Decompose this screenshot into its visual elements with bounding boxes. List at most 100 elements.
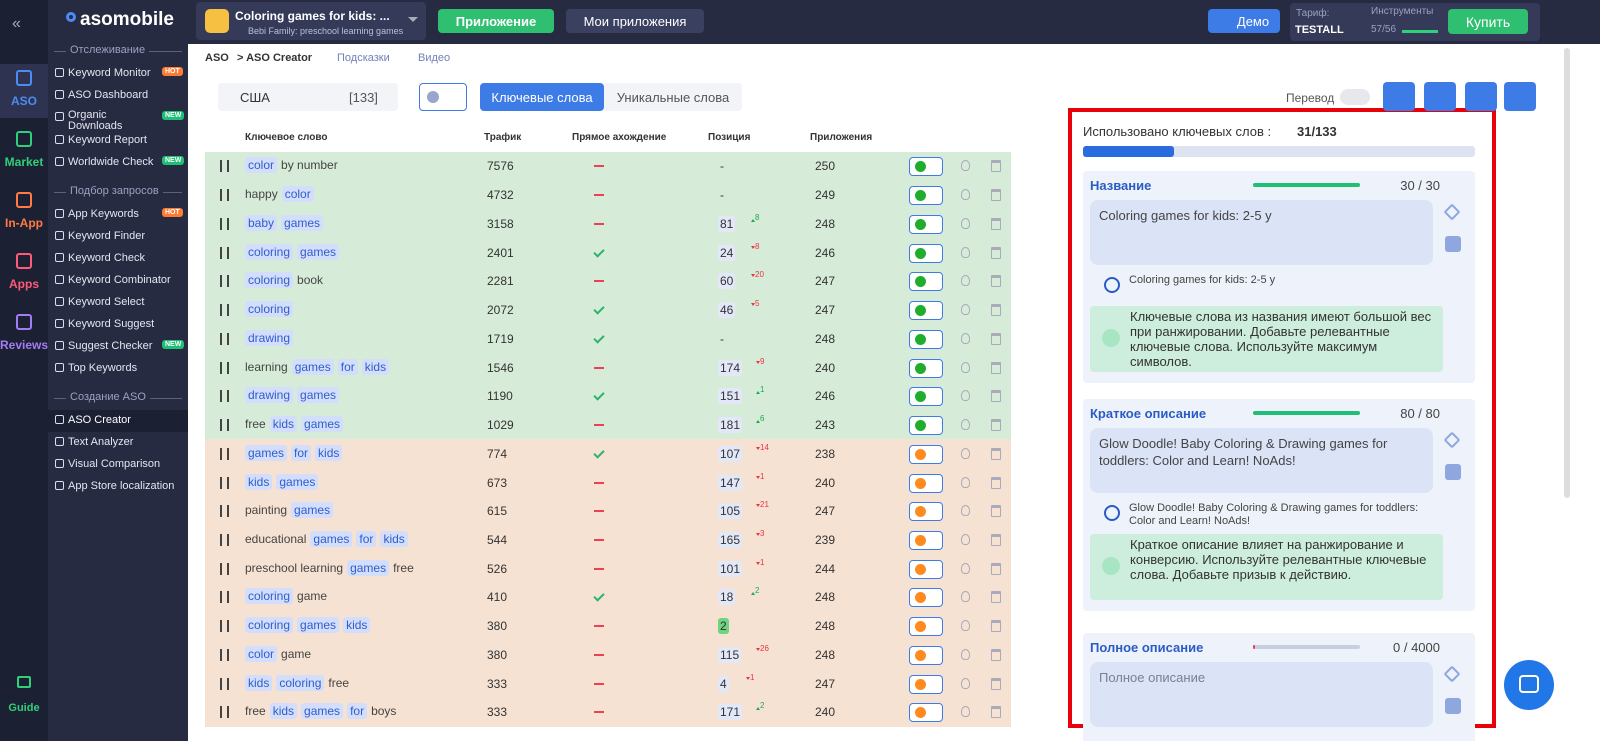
trash-icon[interactable] [991, 505, 1001, 518]
tool-button[interactable] [1465, 82, 1497, 111]
trash-icon[interactable] [991, 447, 1001, 460]
nav-item[interactable]: App Keywords [68, 208, 139, 220]
app-selector[interactable] [196, 2, 426, 40]
column-header[interactable]: Приложения [810, 132, 873, 143]
section-title: Название [1090, 178, 1152, 193]
match-dash [594, 165, 604, 168]
bulb-icon[interactable] [961, 332, 970, 344]
nav-item[interactable]: Keyword Suggest [68, 318, 155, 330]
nav-item[interactable]: ASO Creator [68, 414, 131, 426]
bulb-icon[interactable] [961, 217, 970, 229]
trash-icon[interactable] [991, 677, 1001, 690]
rail-label[interactable]: In-App [5, 216, 43, 230]
nav-item[interactable]: Visual Comparison [68, 458, 161, 470]
tool-button[interactable] [1383, 82, 1415, 111]
bulb-icon[interactable] [961, 648, 970, 660]
tool-button[interactable] [1504, 82, 1536, 111]
tab-active[interactable]: Ключевые слова [480, 83, 604, 111]
video-link[interactable]: Видео [418, 52, 451, 64]
trash-icon[interactable] [991, 361, 1001, 374]
trash-icon[interactable] [991, 533, 1001, 546]
dropdown-caret [408, 17, 418, 27]
column-header[interactable]: Ключевое слово [245, 132, 328, 143]
bulb-icon[interactable] [961, 390, 970, 402]
bulb-icon[interactable] [961, 275, 970, 287]
collapse-icon[interactable]: « [12, 15, 21, 32]
copy-icon[interactable] [1445, 698, 1461, 714]
bulb-icon[interactable] [961, 505, 970, 517]
trash-icon[interactable] [991, 419, 1001, 432]
keyword-word: kids [269, 416, 298, 433]
tab[interactable]: Уникальные слова [604, 83, 742, 111]
trash-icon[interactable] [991, 217, 1001, 230]
trash-icon[interactable] [991, 160, 1001, 173]
demo-button[interactable]: Демо [1208, 9, 1280, 33]
nav-item[interactable]: Keyword Finder [68, 230, 146, 242]
bulb-icon[interactable] [961, 304, 970, 316]
column-header[interactable]: Позиция [708, 132, 751, 143]
trash-icon[interactable] [991, 304, 1001, 317]
nav-item[interactable]: App Store localization [68, 480, 175, 492]
trash-icon[interactable] [991, 246, 1001, 259]
color-select[interactable] [419, 83, 467, 111]
copy-icon[interactable] [1445, 464, 1461, 480]
bulb-icon[interactable] [961, 160, 970, 172]
bulb-icon[interactable] [961, 620, 970, 632]
my-apps-button[interactable]: Мои приложения [566, 9, 704, 33]
nav-item[interactable]: Keyword Select [68, 296, 145, 308]
rail-label[interactable]: Apps [9, 277, 39, 291]
copy-icon[interactable] [1445, 236, 1461, 252]
text-field[interactable]: Полное описание [1090, 662, 1433, 727]
bulb-icon[interactable] [961, 677, 970, 689]
trash-icon[interactable] [991, 390, 1001, 403]
nav-item[interactable]: ASO Dashboard [68, 89, 149, 101]
status-dot [915, 218, 926, 230]
nav-item[interactable]: Suggest Checker [68, 340, 153, 352]
keyword-word: game [297, 589, 328, 604]
nav-item[interactable]: Organic Downloads [68, 109, 123, 132]
trash-icon[interactable] [991, 620, 1001, 633]
nav-item[interactable]: Worldwide Check [68, 156, 154, 168]
trash-icon[interactable] [991, 648, 1001, 661]
trash-icon[interactable] [991, 332, 1001, 345]
nav-item[interactable]: Keyword Report [68, 134, 147, 146]
status-dot [915, 391, 926, 403]
trash-icon[interactable] [991, 591, 1001, 604]
bulb-icon[interactable] [961, 361, 970, 373]
nav-item[interactable]: Text Analyzer [68, 436, 134, 448]
bulb-icon[interactable] [961, 246, 970, 258]
rail-label[interactable]: Reviews [0, 338, 49, 352]
buy-button[interactable]: Купить [1448, 9, 1528, 34]
bulb-icon[interactable] [961, 189, 970, 201]
chat-button[interactable] [1504, 660, 1554, 710]
nav-item[interactable]: Keyword Combinator [68, 274, 171, 286]
bulb-icon[interactable] [961, 591, 970, 603]
trash-icon[interactable] [991, 706, 1001, 719]
text-field[interactable]: Coloring games for kids: 2-5 y [1090, 200, 1433, 265]
trash-icon[interactable] [991, 189, 1001, 202]
bulb-icon[interactable] [961, 476, 970, 488]
nav-item[interactable]: Keyword Monitor [68, 67, 151, 79]
rail-label[interactable]: ASO [10, 94, 37, 108]
bulb-icon[interactable] [961, 447, 970, 459]
rail-label[interactable]: Guide [8, 702, 40, 714]
trash-icon[interactable] [991, 476, 1001, 489]
nav-item[interactable]: Keyword Check [68, 252, 146, 264]
add-app-button[interactable]: Приложение [438, 9, 554, 33]
column-header[interactable]: Трафик [484, 132, 522, 143]
bulb-icon[interactable] [961, 533, 970, 545]
crumb[interactable]: ASO [205, 52, 229, 64]
text-field[interactable]: Glow Doodle! Baby Coloring & Drawing gam… [1090, 428, 1433, 493]
nav-item[interactable]: Top Keywords [68, 362, 138, 374]
bulb-icon[interactable] [961, 562, 970, 574]
rail-label[interactable]: Market [4, 155, 44, 169]
translate-toggle[interactable] [1340, 89, 1370, 105]
tool-button[interactable] [1424, 82, 1456, 111]
column-header[interactable]: Прямое ахождение [572, 132, 667, 143]
bulb-icon[interactable] [961, 419, 970, 431]
trash-icon[interactable] [991, 275, 1001, 288]
hints-link[interactable]: Подсказки [337, 52, 390, 64]
trash-icon[interactable] [991, 562, 1001, 575]
country-select[interactable] [218, 83, 398, 111]
bulb-icon[interactable] [961, 706, 970, 718]
